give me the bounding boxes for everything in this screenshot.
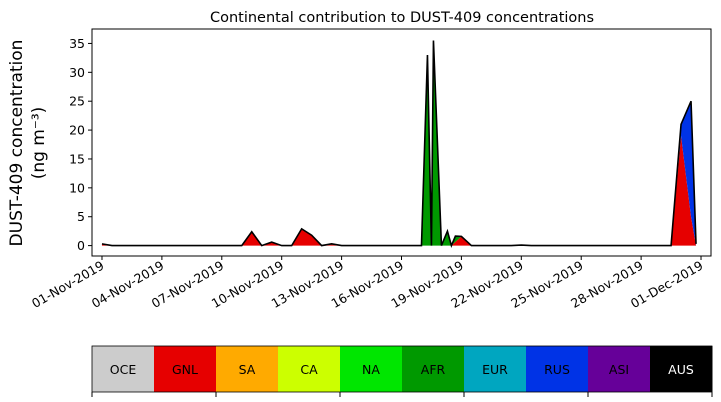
y-tick-label: 15 <box>69 151 85 166</box>
y-axis-label-line1: DUST-409 concentration <box>7 40 27 247</box>
plot-areas <box>101 40 697 246</box>
y-tick-label: 30 <box>69 65 85 80</box>
y-tick-label: 35 <box>69 36 85 51</box>
plot-outline <box>101 40 697 249</box>
legend-swatch-ca <box>278 346 341 392</box>
plot-frame <box>91 28 712 257</box>
legend-label-asi: ASI <box>609 362 629 377</box>
y-tick-label: 10 <box>69 180 85 195</box>
y-tick-label: 5 <box>77 209 85 224</box>
area-gnl <box>101 135 697 246</box>
legend-label-aus: AUS <box>668 362 694 377</box>
legend-swatch-aus <box>650 346 713 392</box>
legend-swatch-eur <box>464 346 527 392</box>
legend-label-rus: RUS <box>544 362 570 377</box>
legend-swatch-oce <box>92 346 155 392</box>
x-axis-ticks: 01-Nov-201904-Nov-201907-Nov-201910-Nov-… <box>29 256 706 311</box>
legend-label-oce: OCE <box>110 362 137 377</box>
y-tick-label: 0 <box>77 238 85 253</box>
y-axis-label-line2: (ng m⁻³) <box>29 107 49 180</box>
y-axis-ticks: 0 5 10 15 20 25 30 35 <box>69 36 92 253</box>
legend-swatch-afr <box>402 346 465 392</box>
legend-swatch-gnl <box>154 346 217 392</box>
legend-label-ca: CA <box>300 362 318 377</box>
legend-frame <box>91 345 713 393</box>
legend-swatch-rus <box>526 346 589 392</box>
legend-label-afr: AFR <box>421 362 446 377</box>
legend-swatch-asi <box>588 346 651 392</box>
area-rus <box>101 40 697 246</box>
legend: OCE GNL SA CA NA AFR EUR RUS ASI AUS <box>91 345 713 397</box>
legend-swatch-sa <box>216 346 279 392</box>
area-afr <box>101 40 697 246</box>
legend-swatch-na <box>340 346 403 392</box>
chart-title: Continental contribution to DUST-409 con… <box>210 10 594 26</box>
legend-label-sa: SA <box>239 362 256 377</box>
total-outline <box>101 40 697 249</box>
legend-label-eur: EUR <box>482 362 508 377</box>
y-tick-label: 20 <box>69 123 85 138</box>
legend-label-na: NA <box>362 362 380 377</box>
legend-label-gnl: GNL <box>172 362 198 377</box>
y-tick-label: 25 <box>69 94 85 109</box>
